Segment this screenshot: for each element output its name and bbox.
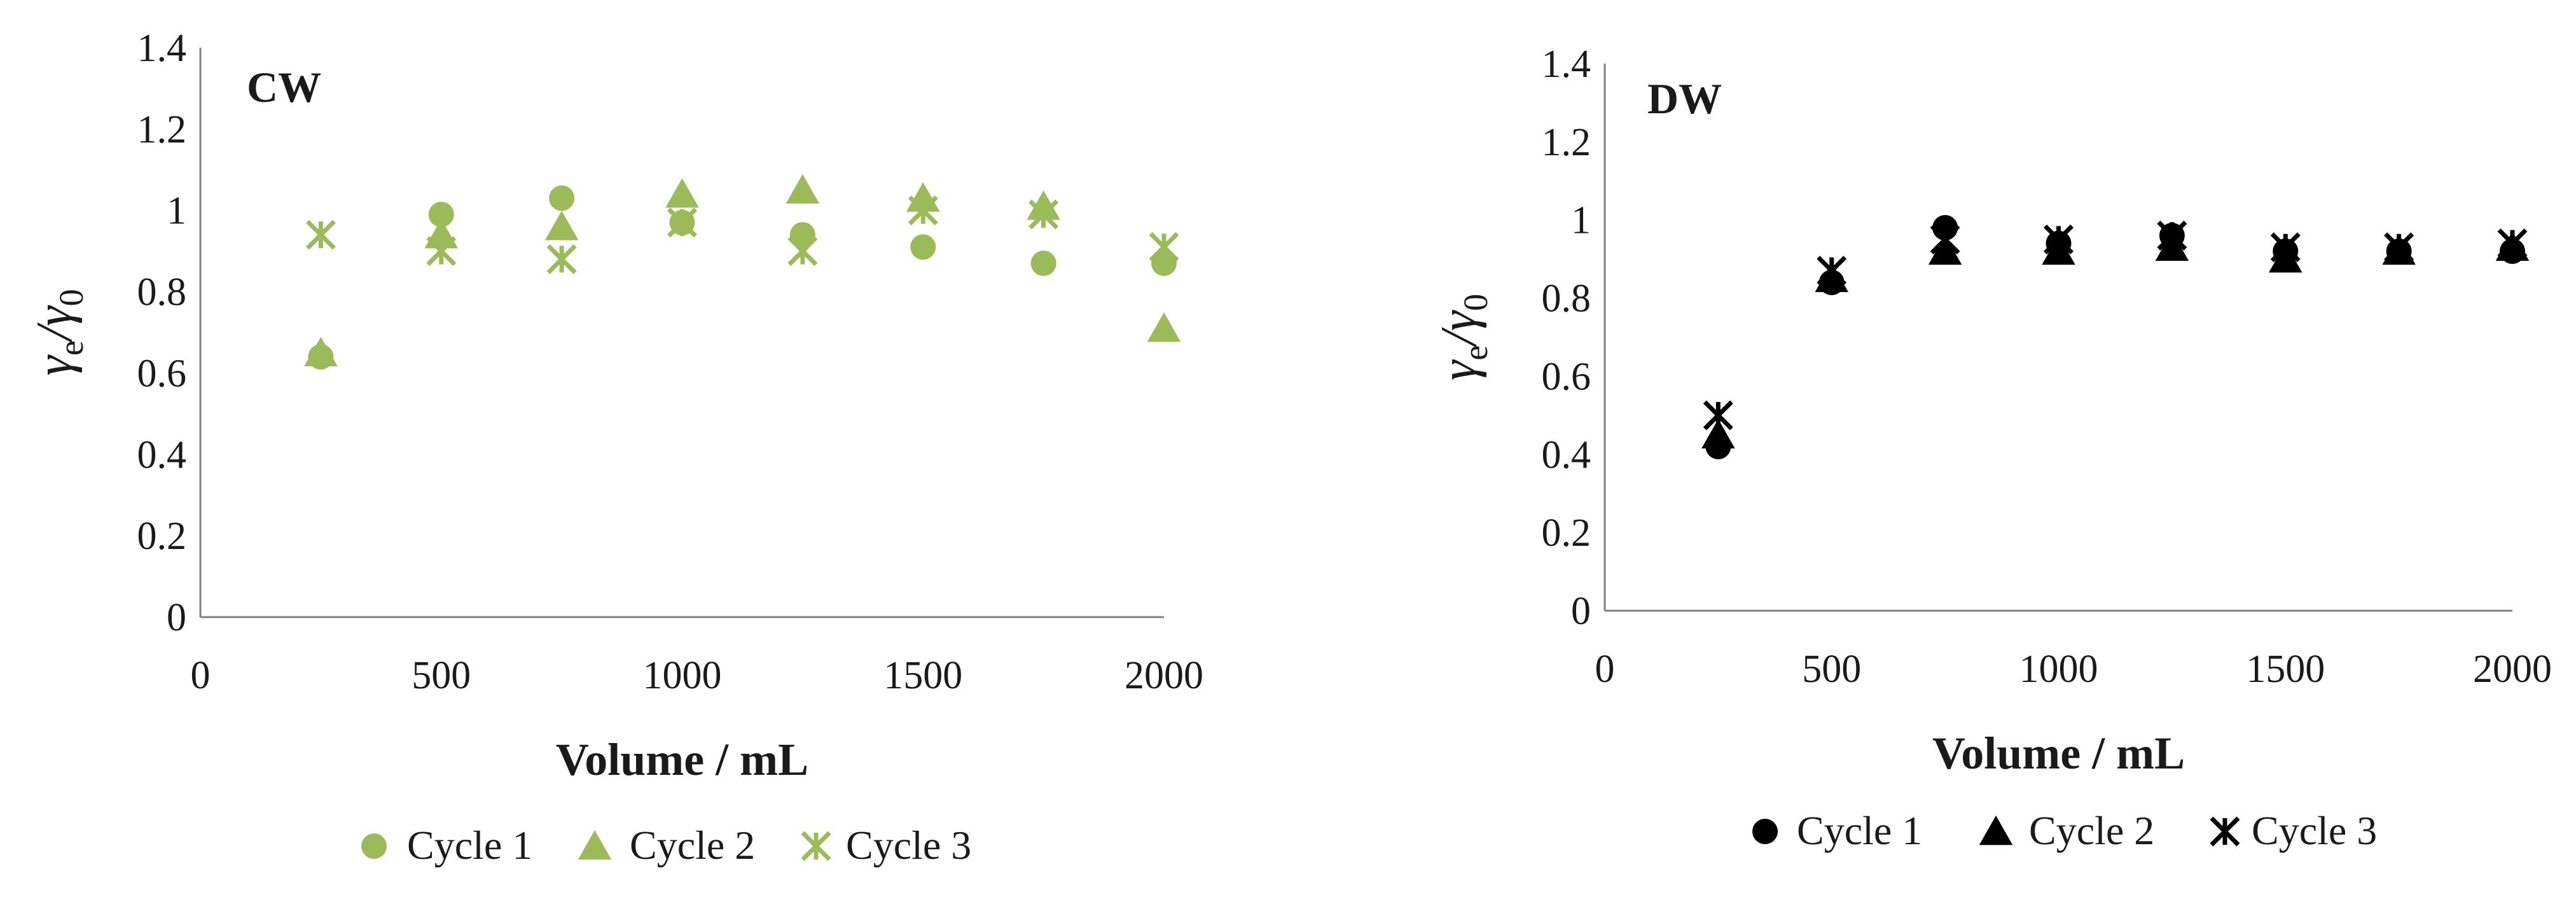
chart-panel-cw: 0 0.2 0.4 0.6 0.8 1 1.2 1.4 0 500 1000 1500 2000 Volu… [27, 27, 1203, 868]
data-point [1030, 250, 1056, 276]
panel-title: DW [1647, 74, 1722, 123]
data-point [1028, 199, 1059, 230]
y-axis-label-part: γ [27, 305, 83, 326]
x-tick-label: 500 [1802, 648, 1861, 691]
data-point [2497, 228, 2528, 259]
x-tick-label: 2000 [1125, 654, 1203, 697]
legend-marker-circle [361, 833, 387, 859]
y-axis-label-part: e [52, 340, 90, 356]
data-point [2270, 232, 2301, 263]
y-tick-label: 1.2 [137, 108, 187, 151]
x-tick-label: 0 [191, 654, 211, 697]
legend-marker-circle [1752, 819, 1778, 844]
data-point [549, 185, 575, 211]
y-tick-label: 1 [167, 190, 186, 233]
data-point [2044, 224, 2074, 254]
legend-label: Cycle 2 [2029, 808, 2154, 853]
data-point [787, 236, 818, 267]
y-tick-label: 0 [1571, 590, 1591, 633]
data-point [546, 244, 577, 274]
data-point [1930, 224, 1960, 254]
legend-marker-triangle [578, 830, 612, 860]
legend-marker-triangle [1979, 816, 2013, 845]
data-point [304, 337, 338, 366]
data-point [665, 178, 699, 208]
y-tick-label: 0.2 [137, 515, 187, 558]
y-tick-label: 0 [167, 596, 186, 639]
data-point [2384, 232, 2414, 263]
y-tick-label: 1.2 [1542, 121, 1591, 164]
data-point [908, 195, 938, 226]
data-point [1151, 250, 1177, 276]
x-axis-label: Volume / mL [556, 734, 808, 785]
x-tick-label: 1000 [643, 654, 722, 697]
data-point [1703, 400, 1733, 431]
y-axis-label: γe/γ0 [27, 289, 90, 375]
y-tick-label: 0.4 [137, 433, 187, 476]
x-tick-label: 1500 [2246, 648, 2325, 691]
data-point [426, 236, 457, 267]
y-tick-label: 0.4 [1542, 433, 1591, 476]
y-axis-label-part: 0 [52, 289, 90, 306]
y-axis-label: γe/γ0 [1431, 294, 1495, 380]
y-tick-label: 1.4 [1542, 43, 1591, 86]
data-point [2157, 220, 2187, 251]
series-cycle-3 [305, 195, 1179, 274]
legend-label: Cycle 1 [1797, 808, 1922, 853]
y-tick-label: 0.6 [1542, 355, 1591, 398]
data-point [1817, 256, 1847, 286]
chart-panel-dw: 0 0.2 0.4 0.6 0.8 1 1.2 1.4 0 500 1000 1500 2000 Volu… [1431, 43, 2552, 853]
y-tick-label: 0.8 [137, 271, 187, 314]
x-tick-label: 0 [1595, 648, 1615, 691]
data-point [1701, 419, 1735, 448]
data-point [1147, 312, 1181, 342]
legend-marker-star [801, 831, 831, 861]
x-tick-label: 1000 [2019, 648, 2098, 691]
data-point [786, 174, 820, 204]
data-point [544, 211, 579, 240]
y-axis-label-part: γ [27, 354, 83, 376]
series-cycle-3 [1703, 220, 2528, 431]
y-axis-label-part: e [1457, 345, 1495, 361]
legend-label: Cycle 3 [846, 823, 971, 868]
data-point [789, 222, 815, 248]
y-tick-label: 0.8 [1542, 277, 1591, 321]
y-axis-label-part: 0 [1457, 294, 1495, 311]
legend-label: Cycle 2 [630, 823, 755, 868]
legend-marker-star [2210, 816, 2240, 847]
x-axis-label: Volume / mL [1932, 728, 2185, 779]
data-point [305, 219, 336, 250]
data-point [910, 234, 936, 260]
legend-label: Cycle 1 [407, 823, 532, 868]
data-point [428, 202, 454, 228]
legend: Cycle 1 Cycle 2 Cycle 3 [361, 823, 971, 868]
x-tick-label: 500 [412, 654, 471, 697]
y-tick-label: 0.6 [137, 352, 187, 395]
panel-title: CW [247, 63, 321, 111]
data-point [1149, 232, 1179, 262]
x-tick-label: 2000 [2473, 648, 2552, 691]
y-axis-label-part: γ [1431, 309, 1487, 331]
x-tick-label: 1500 [883, 654, 962, 697]
y-tick-label: 1.4 [137, 27, 187, 70]
y-axis-label-part: γ [1431, 359, 1487, 380]
legend: Cycle 1 Cycle 2 Cycle 3 [1752, 808, 2377, 853]
y-tick-label: 1 [1571, 199, 1591, 242]
legend-label: Cycle 3 [2252, 808, 2377, 853]
y-tick-label: 0.2 [1542, 511, 1591, 555]
data-point [667, 207, 697, 238]
